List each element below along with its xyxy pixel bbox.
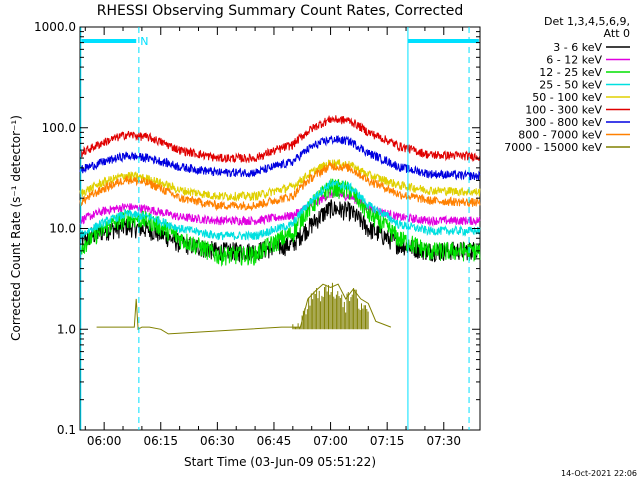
marker-bar [81, 39, 137, 43]
series-6-12keV [79, 189, 481, 228]
legend-header: Att 0 [604, 27, 630, 40]
x-tick-label: 07:30 [426, 434, 461, 448]
legend-entry-label: 50 - 100 keV [532, 91, 602, 104]
plot-area: N [79, 26, 481, 431]
x-tick-label: 06:45 [257, 434, 292, 448]
series-line [79, 159, 481, 203]
x-tick-label: 07:15 [370, 434, 405, 448]
legend-entry-label: 800 - 7000 keV [518, 129, 602, 142]
x-tick-label: 06:15 [143, 434, 178, 448]
legend-header: Det 1,3,4,5,6,9, [544, 15, 630, 28]
series-line [79, 178, 481, 267]
series-25-50keV [79, 179, 481, 241]
footer-timestamp: 14-Oct-2021 22:06 [561, 469, 637, 478]
y-tick-label: 100.0 [42, 121, 76, 135]
legend-entry-label: 12 - 25 keV [539, 66, 602, 79]
series-300-800keV [79, 135, 481, 181]
y-tick-label: 1000.0 [34, 20, 76, 34]
x-axis-ticks: 06:00 06:15 06:30 06:45 07:00 07:15 07:30 [84, 27, 464, 448]
x-tick-label: 06:00 [87, 434, 122, 448]
y-tick-label: 10.0 [49, 222, 76, 236]
x-tick-label: 06:30 [200, 434, 235, 448]
x-axis-label: Start Time (03-Jun-09 05:51:22) [184, 455, 376, 469]
marker-bar [407, 39, 479, 43]
series-7000-15000keV [96, 282, 392, 335]
series-line [79, 115, 481, 164]
series-800-7000keV [79, 162, 481, 212]
legend-entry-label: 7000 - 15000 keV [504, 141, 602, 154]
series-line [79, 135, 481, 181]
legend-entry-label: 25 - 50 keV [539, 79, 602, 92]
y-axis-label: Corrected Count Rate (s⁻¹ detector⁻¹) [9, 115, 23, 341]
y-axis-ticks: 1000.0 100.0 10.0 1.0 0.1 [34, 20, 480, 437]
legend-entry-label: 3 - 6 keV [553, 41, 602, 54]
series-50-100keV [79, 159, 481, 203]
chart-title: RHESSI Observing Summary Count Rates, Co… [97, 3, 463, 19]
legend-entry-label: 300 - 800 keV [525, 116, 602, 129]
y-tick-label: 0.1 [57, 423, 76, 437]
series-100-300keV [79, 115, 481, 164]
series-line [79, 189, 481, 228]
series-line [79, 179, 481, 241]
series-12-25keV [79, 178, 481, 267]
series-line [79, 162, 481, 212]
marker-bar-label: N [140, 35, 148, 48]
x-tick-label: 07:00 [313, 434, 348, 448]
legend-entry-label: 100 - 300 keV [525, 104, 602, 117]
y-tick-label: 1.0 [57, 322, 76, 336]
legend-entry-label: 6 - 12 keV [546, 54, 602, 67]
